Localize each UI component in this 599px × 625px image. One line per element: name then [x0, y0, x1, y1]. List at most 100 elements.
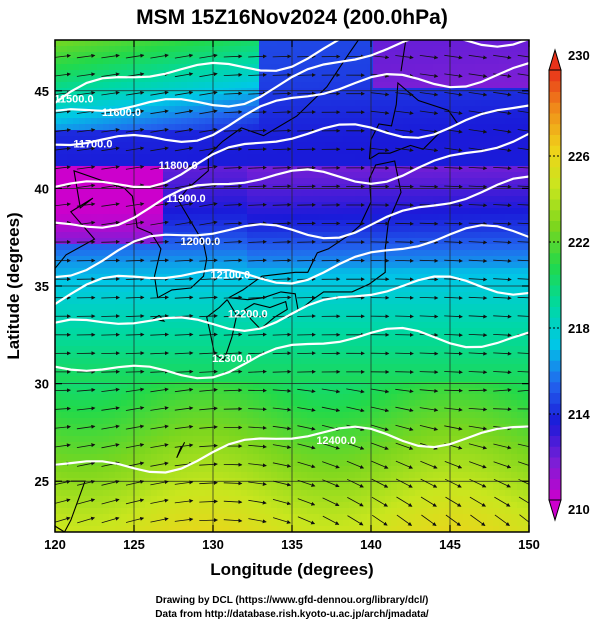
wind-arrow [444, 73, 463, 78]
wind-arrow [76, 424, 96, 430]
wind-arrow [419, 295, 439, 300]
contour-label-12000.0: 12000.0 [181, 236, 221, 248]
wind-arrow [395, 221, 414, 226]
wind-arrow [419, 129, 439, 134]
wind-arrow [297, 72, 316, 77]
wind-arrow [493, 54, 512, 60]
wind-arrow [272, 221, 292, 226]
colorbar-segment [549, 414, 561, 426]
wind-arrow [223, 221, 243, 226]
wind-arrow [468, 370, 488, 375]
wind-arrow [150, 387, 169, 393]
coastline-1 [228, 160, 402, 313]
wind-arrow [150, 164, 169, 170]
wind-arrow [101, 314, 120, 319]
wind-arrow [297, 443, 316, 450]
wind-arrow [517, 110, 529, 114]
wind-arrow [493, 333, 512, 338]
wind-arrow [174, 109, 194, 115]
wind-arrow [297, 407, 316, 412]
wind-arrow [125, 443, 145, 449]
wind-arrow [101, 424, 120, 430]
wind-arrow [272, 128, 292, 133]
map-plot-area: 11500.0 11600.0 11700.0 11800.0 11900.0 12000… [54, 40, 529, 532]
colorbar-segment [549, 338, 561, 350]
wind-arrow [493, 296, 512, 301]
wind-arrow [76, 406, 96, 411]
wind-arrow [272, 239, 292, 244]
wind-arrow [420, 496, 437, 507]
wind-arrow [199, 295, 218, 300]
wind-arrow [174, 183, 194, 189]
colorbar-segment [549, 188, 561, 200]
wind-arrow [199, 239, 218, 244]
wind-arrow [174, 53, 194, 59]
wind-arrow [76, 165, 96, 170]
wind-arrow [248, 202, 267, 207]
wind-arrow [174, 295, 194, 300]
wind-arrow [272, 165, 292, 170]
wind-arrow [419, 407, 439, 412]
wind-arrow [174, 387, 194, 393]
wind-arrow [395, 55, 414, 60]
wind-arrow [468, 333, 488, 338]
wind-arrow [419, 166, 439, 171]
wind-arrow [101, 443, 120, 449]
wind-arrow [150, 109, 169, 115]
wind-arrow [76, 498, 96, 505]
wind-arrow [125, 165, 145, 170]
wind-arrow [419, 370, 439, 375]
wind-arrow [77, 516, 96, 524]
colorbar-label-214: 214 [568, 407, 590, 422]
wind-arrow [150, 183, 169, 189]
wind-arrow [444, 370, 463, 375]
wind-arrow [493, 221, 512, 226]
wind-arrow [347, 497, 364, 507]
wind-arrow [223, 91, 243, 96]
colorbar-segment [549, 295, 561, 307]
wind-arrow [150, 369, 169, 374]
wind-arrow [272, 499, 292, 506]
wind-arrow [493, 314, 512, 319]
wind-arrow [248, 165, 267, 170]
wind-arrow [469, 478, 487, 488]
wind-arrow [223, 500, 243, 505]
wind-arrow [199, 276, 218, 281]
wind-arrow [223, 54, 243, 59]
wind-arrow [517, 204, 529, 206]
wind-arrow [395, 424, 414, 431]
wind-arrow [199, 499, 218, 504]
wind-arrow [125, 369, 145, 374]
contour-label-11500.0: 11500.0 [54, 94, 93, 106]
wind-arrow [371, 496, 388, 507]
wind-arrow [444, 351, 463, 356]
wind-arrow [395, 129, 414, 134]
colorbar-segment [549, 220, 561, 232]
wind-arrow [444, 388, 463, 393]
wind-arrow [493, 351, 512, 356]
wind-arrow [517, 389, 529, 392]
wind-arrow [468, 240, 488, 245]
wind-arrow [174, 127, 194, 133]
wind-arrow [272, 72, 292, 77]
colorbar-segment [549, 166, 561, 178]
wind-arrow [125, 72, 145, 77]
wind-arrow [199, 387, 218, 392]
wind-arrow [174, 90, 194, 96]
wind-arrow [297, 314, 316, 319]
wind-arrow [150, 314, 169, 319]
wind-arrow [297, 479, 316, 487]
wind-arrow [444, 110, 463, 116]
wind-arrow [76, 128, 96, 133]
wind-arrow [199, 164, 218, 170]
colorbar-segment [549, 199, 561, 211]
wind-arrow [395, 442, 414, 450]
coastline-3 [368, 81, 459, 160]
colorbar-segment [549, 242, 561, 254]
wind-arrow [517, 296, 529, 299]
wind-arrow [76, 90, 96, 96]
wind-arrow [199, 480, 218, 485]
x-tick-label-135: 135 [281, 537, 303, 552]
wind-arrow [199, 518, 218, 523]
wind-arrow [444, 314, 463, 319]
